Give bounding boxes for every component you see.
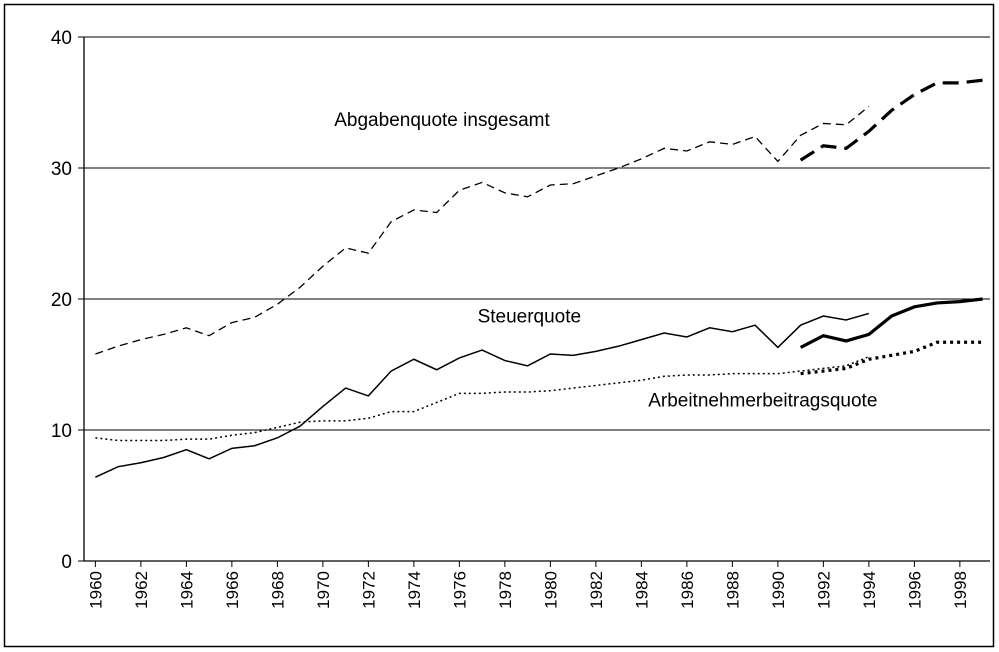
x-tick-label: 1994 xyxy=(860,571,879,609)
x-tick-label: 1984 xyxy=(632,571,651,609)
y-tick-label: 0 xyxy=(61,552,72,573)
x-tick-label: 1966 xyxy=(223,571,242,609)
chart-frame xyxy=(3,3,995,648)
series-line xyxy=(799,297,983,349)
series-line xyxy=(95,312,870,478)
y-tick-label: 40 xyxy=(51,28,72,49)
x-tick-label: 1972 xyxy=(359,571,378,609)
y-tick-label: 10 xyxy=(51,421,72,442)
x-tick-label: 1988 xyxy=(723,571,742,609)
x-tick-label: 1974 xyxy=(405,571,424,609)
x-tick-label: 1982 xyxy=(587,571,606,609)
y-tick-label: 30 xyxy=(51,159,72,180)
x-tick-label: 1996 xyxy=(905,571,924,609)
x-tick-label: 1962 xyxy=(132,571,151,609)
annotation: Arbeitnehmerbeitragsquote xyxy=(648,390,877,411)
x-tick-label: 1960 xyxy=(86,571,105,609)
series-line xyxy=(95,105,870,355)
x-tick-label: 1986 xyxy=(678,571,697,609)
x-tick-label: 1998 xyxy=(951,571,970,609)
series-line xyxy=(800,340,983,376)
y-tick-label: 20 xyxy=(51,290,72,311)
series-line xyxy=(799,78,983,162)
annotation: Steuerquote xyxy=(478,307,582,328)
x-tick-label: 1964 xyxy=(177,571,196,609)
x-tick-label: 1970 xyxy=(314,571,333,609)
x-tick-label: 1980 xyxy=(541,571,560,609)
x-tick-label: 1990 xyxy=(769,571,788,609)
x-tick-label: 1976 xyxy=(450,571,469,609)
x-tick-label: 1978 xyxy=(496,571,515,609)
annotation: Abgabenquote insgesamt xyxy=(334,110,550,131)
x-tick-label: 1992 xyxy=(814,571,833,609)
x-tick-label: 1968 xyxy=(268,571,287,609)
